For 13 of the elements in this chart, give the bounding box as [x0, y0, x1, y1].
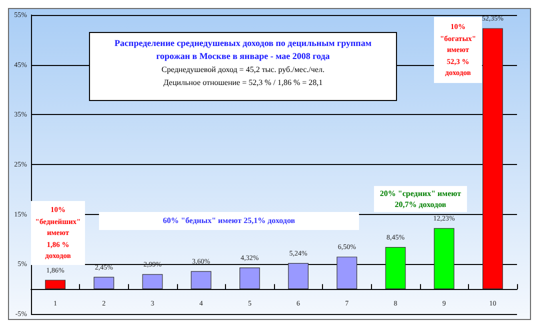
bar — [190, 271, 212, 290]
bar — [288, 262, 309, 290]
bar — [434, 228, 454, 290]
bar — [336, 256, 358, 290]
bar — [142, 274, 163, 290]
bar — [239, 268, 260, 290]
bar — [385, 246, 406, 290]
bar — [45, 280, 66, 290]
bar — [94, 276, 114, 290]
note-box: 20% "средних" имеют 20,7% доходов — [374, 186, 467, 212]
bar — [482, 28, 503, 290]
note-box: 60% "бедных" имеют 25,1% доходов — [99, 212, 359, 230]
title-box: Распределение среднедушевых доходов по децильным группам горожан в Москве в январе - мае 2008 года Среднедушевой доход = 45,2 тыс. руб./мес./чел. Децильное отношение = 52,3 % / 1,86 % = 28,1 — [89, 32, 397, 101]
